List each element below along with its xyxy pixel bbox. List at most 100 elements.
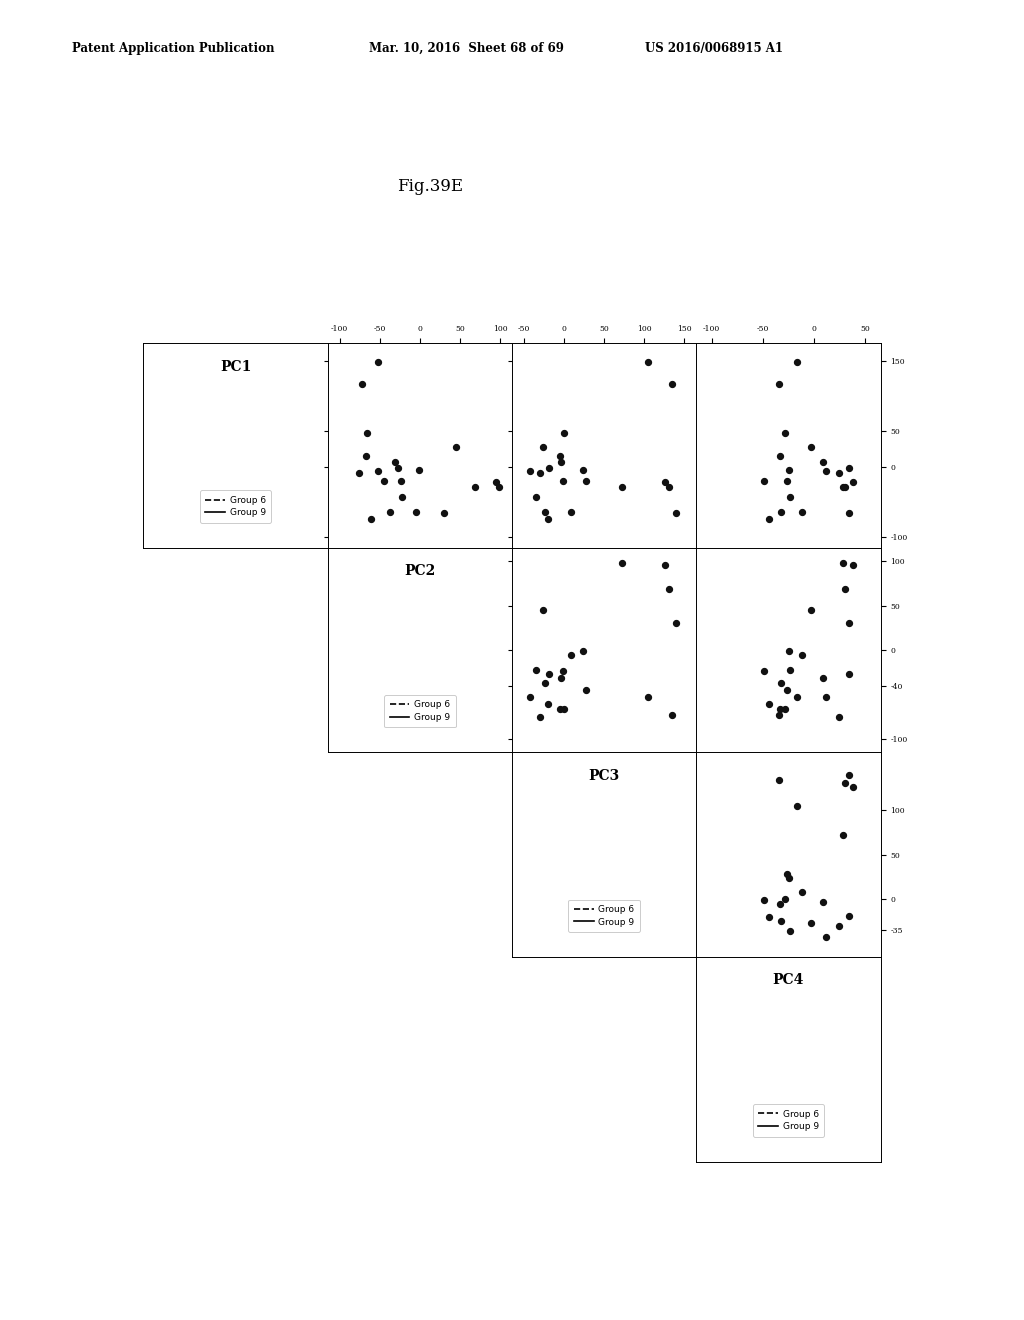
Point xyxy=(777,698,794,719)
Legend: Group 6, Group 9: Group 6, Group 9 xyxy=(568,900,640,932)
Point xyxy=(777,422,794,444)
Point xyxy=(574,459,591,480)
Point xyxy=(772,672,788,693)
Point xyxy=(803,599,819,620)
Point xyxy=(552,445,568,466)
Point xyxy=(535,599,551,620)
Point xyxy=(394,486,411,507)
Point xyxy=(640,686,656,708)
Point xyxy=(527,486,544,507)
Legend: Group 6, Group 9: Group 6, Group 9 xyxy=(384,696,456,727)
Point xyxy=(531,462,548,483)
Point xyxy=(845,471,861,492)
Point xyxy=(788,351,805,372)
Point xyxy=(351,462,368,483)
Point xyxy=(794,882,810,903)
Text: US 2016/0068915 A1: US 2016/0068915 A1 xyxy=(645,42,783,55)
Point xyxy=(640,351,656,372)
Point xyxy=(447,437,464,458)
Text: PC3: PC3 xyxy=(589,768,620,783)
Point xyxy=(842,612,858,634)
Point xyxy=(556,422,572,444)
Point xyxy=(779,680,796,701)
Point xyxy=(562,644,579,665)
Point xyxy=(842,502,858,523)
Point xyxy=(668,502,684,523)
Point xyxy=(779,863,796,884)
Text: PC4: PC4 xyxy=(773,973,804,987)
Point xyxy=(555,660,571,681)
Point xyxy=(777,888,794,909)
Point xyxy=(830,706,847,727)
Point xyxy=(788,796,805,817)
Point xyxy=(788,686,805,708)
Point xyxy=(841,906,857,927)
Point xyxy=(794,502,810,523)
Point xyxy=(772,445,788,466)
Point xyxy=(779,470,796,491)
Point xyxy=(780,867,797,888)
Point xyxy=(358,445,375,466)
Point xyxy=(531,706,548,727)
Point xyxy=(817,461,834,482)
Point xyxy=(408,502,424,523)
Point xyxy=(556,698,572,719)
Point xyxy=(836,477,852,498)
Point xyxy=(614,552,631,573)
Point xyxy=(657,471,674,492)
Point xyxy=(660,578,677,599)
Point xyxy=(815,451,831,473)
Point xyxy=(411,459,427,480)
Text: Fig.39E: Fig.39E xyxy=(397,178,463,195)
Point xyxy=(362,508,379,529)
Point xyxy=(574,640,591,661)
Point xyxy=(770,374,786,395)
Point xyxy=(842,764,858,785)
Point xyxy=(838,772,854,793)
Point xyxy=(579,470,595,491)
Point xyxy=(535,437,551,458)
Point xyxy=(761,907,777,928)
Legend: Group 6, Group 9: Group 6, Group 9 xyxy=(200,491,271,523)
Point xyxy=(761,694,777,715)
Point xyxy=(382,502,398,523)
Point xyxy=(436,502,453,523)
Point xyxy=(392,470,409,491)
Point xyxy=(657,554,674,576)
Point xyxy=(668,612,684,634)
Point xyxy=(815,891,831,912)
Point xyxy=(756,890,772,911)
Point xyxy=(756,470,772,491)
Point xyxy=(830,462,847,483)
Text: PC2: PC2 xyxy=(404,564,435,578)
Point xyxy=(817,686,834,708)
Point xyxy=(358,422,375,444)
Point xyxy=(845,776,861,797)
Point xyxy=(540,508,556,529)
Point xyxy=(772,698,788,719)
Point xyxy=(803,912,819,933)
Point xyxy=(761,508,777,529)
Point xyxy=(488,471,505,492)
Legend: Group 6, Group 9: Group 6, Group 9 xyxy=(753,1105,824,1137)
Point xyxy=(553,451,569,473)
Point xyxy=(770,770,786,791)
Point xyxy=(555,470,571,491)
Point xyxy=(836,824,852,845)
Point xyxy=(370,351,386,372)
Point xyxy=(772,894,788,915)
Point xyxy=(838,578,854,599)
Point xyxy=(830,916,847,937)
Point xyxy=(541,664,557,685)
Point xyxy=(537,502,553,523)
Point xyxy=(781,486,798,507)
Point xyxy=(390,457,407,478)
Point xyxy=(841,457,857,478)
Point xyxy=(772,911,788,932)
Point xyxy=(353,374,370,395)
Point xyxy=(552,698,568,719)
Point xyxy=(522,686,539,708)
Point xyxy=(370,461,386,482)
Point xyxy=(772,502,788,523)
Point xyxy=(553,667,569,688)
